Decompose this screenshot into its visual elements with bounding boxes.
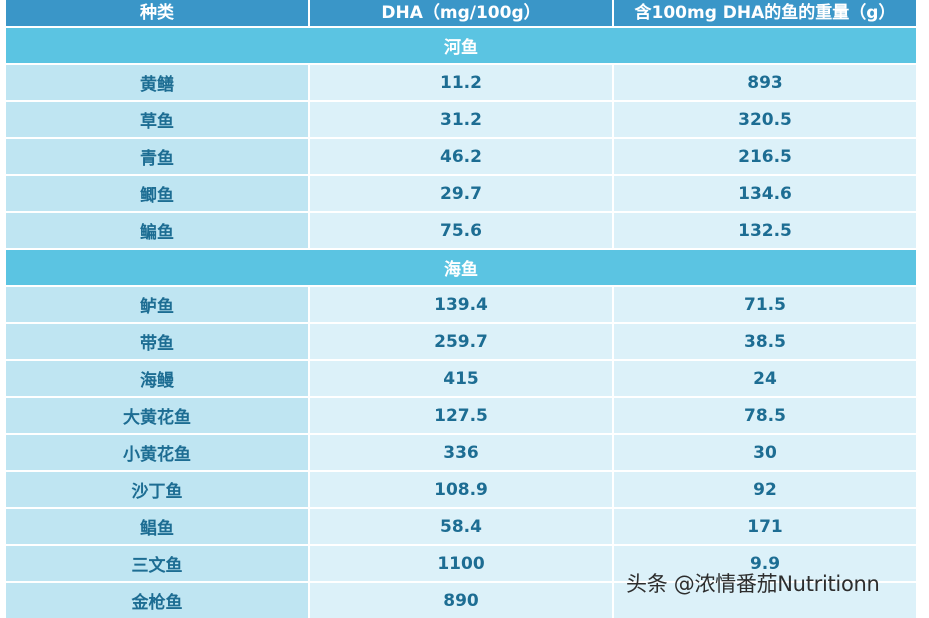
weight-value-cell: 71.5 (613, 285, 916, 323)
table-row: 鲈鱼 139.4 71.5 (6, 285, 916, 323)
dha-value-cell: 139.4 (309, 285, 614, 323)
fish-name-cell: 鲈鱼 (6, 285, 310, 323)
fish-name-cell: 沙丁鱼 (6, 470, 310, 508)
weight-value-cell (613, 581, 916, 618)
weight-value-cell: 30 (613, 433, 916, 471)
table-row: 带鱼 259.7 38.5 (6, 322, 916, 360)
table-row: 鲳鱼 58.4 171 (6, 507, 916, 545)
fish-name-cell: 草鱼 (6, 100, 310, 138)
section-title: 河鱼 (6, 26, 916, 65)
weight-value-cell: 38.5 (613, 322, 916, 360)
table-row: 大黄花鱼 127.5 78.5 (6, 396, 916, 434)
weight-value-cell: 132.5 (613, 211, 916, 249)
fish-name-cell: 三文鱼 (6, 544, 310, 582)
watermark: 头条 @浓情番茄Nutritionn (626, 572, 880, 596)
fish-name-cell: 带鱼 (6, 322, 310, 360)
table-row: 海鳗 415 24 (6, 359, 916, 397)
column-header-species: 种类 (6, 0, 310, 27)
dha-value-cell: 1100 (309, 544, 614, 582)
weight-value-cell: 134.6 (613, 174, 916, 212)
dha-value-cell: 336 (309, 433, 614, 471)
weight-value-cell: 216.5 (613, 137, 916, 175)
section-title: 海鱼 (6, 248, 916, 287)
dha-value-cell: 890 (309, 581, 614, 618)
table-header-row: 种类 DHA（mg/100g） 含100mg DHA的鱼的重量（g） (6, 0, 916, 27)
dha-value-cell: 75.6 (309, 211, 614, 249)
fish-name-cell: 小黄花鱼 (6, 433, 310, 471)
weight-value-cell: 24 (613, 359, 916, 397)
column-header-dha: DHA（mg/100g） (309, 0, 614, 27)
column-header-weight: 含100mg DHA的鱼的重量（g） (613, 0, 916, 27)
table-body: 河鱼 黄鳝 11.2 893 草鱼 31.2 320.5 青鱼 46.2 216.5 鲫鱼 29.7 1… (6, 26, 916, 618)
fish-name-cell: 金枪鱼 (6, 581, 310, 618)
section-header-row: 海鱼 (6, 248, 916, 287)
fish-name-cell: 海鳗 (6, 359, 310, 397)
fish-name-cell: 青鱼 (6, 137, 310, 175)
dha-value-cell: 29.7 (309, 174, 614, 212)
fish-name-cell: 大黄花鱼 (6, 396, 310, 434)
weight-value-cell: 893 (613, 63, 916, 101)
weight-value-cell: 92 (613, 470, 916, 508)
table-row: 三文鱼 1100 9.9 (6, 544, 916, 582)
dha-value-cell: 259.7 (309, 322, 614, 360)
dha-value-cell: 31.2 (309, 100, 614, 138)
dha-value-cell: 58.4 (309, 507, 614, 545)
dha-table: 种类 DHA（mg/100g） 含100mg DHA的鱼的重量（g） 河鱼 黄鳝 1… (6, 0, 916, 618)
weight-value-cell: 171 (613, 507, 916, 545)
weight-value-cell: 9.9 (613, 544, 916, 582)
table-row: 鲫鱼 29.7 134.6 (6, 174, 916, 212)
fish-name-cell: 鳊鱼 (6, 211, 310, 249)
dha-value-cell: 415 (309, 359, 614, 397)
fish-name-cell: 黄鳝 (6, 63, 310, 101)
table-row: 小黄花鱼 336 30 (6, 433, 916, 471)
section-header-row: 河鱼 (6, 26, 916, 65)
table-row: 鳊鱼 75.6 132.5 (6, 211, 916, 249)
dha-value-cell: 46.2 (309, 137, 614, 175)
fish-name-cell: 鲳鱼 (6, 507, 310, 545)
dha-value-cell: 127.5 (309, 396, 614, 434)
table-row: 黄鳝 11.2 893 (6, 63, 916, 101)
weight-value-cell: 78.5 (613, 396, 916, 434)
table-row: 草鱼 31.2 320.5 (6, 100, 916, 138)
weight-value-cell: 320.5 (613, 100, 916, 138)
dha-value-cell: 108.9 (309, 470, 614, 508)
table-row: 金枪鱼 890 (6, 581, 916, 618)
table-row: 沙丁鱼 108.9 92 (6, 470, 916, 508)
dha-value-cell: 11.2 (309, 63, 614, 101)
table-row: 青鱼 46.2 216.5 (6, 137, 916, 175)
fish-name-cell: 鲫鱼 (6, 174, 310, 212)
